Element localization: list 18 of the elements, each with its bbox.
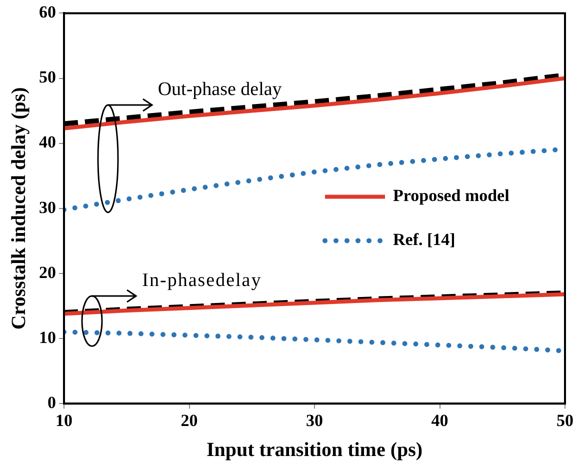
y-tick-label: 60 [39,2,56,22]
x-tick-label: 10 [56,411,72,430]
annotation: In-phasedelay [142,270,262,292]
x-axis-title: Input transition time (ps) [206,439,423,462]
y-tick-label: 30 [39,198,56,217]
x-tick-label: 50 [556,411,574,430]
y-tick-label: 10 [39,328,56,347]
y-tick-label: 40 [39,132,56,152]
x-tick-label: 20 [180,411,198,430]
x-tick-label: 40 [431,411,448,430]
legend-label: Proposed model [393,186,510,206]
y-tick-label: 0 [48,392,56,412]
y-tick-label: 20 [39,262,56,282]
y-tick-label: 50 [39,68,56,87]
x-tick-label: 30 [306,411,323,430]
annotation: Out-phase delay [158,78,282,101]
legend-label: Ref. [14] [393,230,456,250]
y-axis-title: Crosstalk induced delay (ps) [8,87,30,330]
